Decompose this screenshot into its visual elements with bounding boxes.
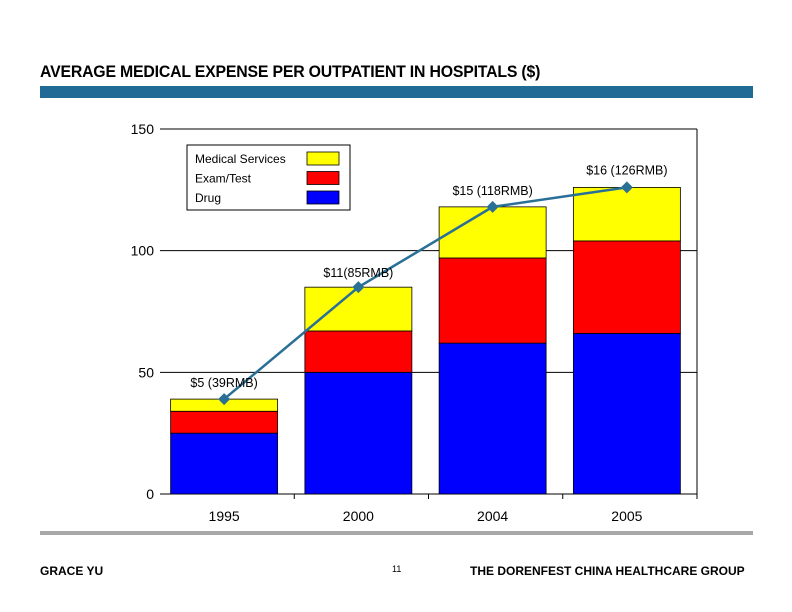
annotation-label-2004: $15 (118RMB) xyxy=(452,184,532,198)
total-line-marker-2000 xyxy=(352,281,365,294)
bar-medical-services-2005 xyxy=(572,186,681,242)
data-labels: $5 (39RMB) $11(85RMB) $15 (118RMB) $16 (126… xyxy=(190,163,667,390)
total-line xyxy=(218,181,633,406)
y-tick-label: 50 xyxy=(138,364,154,380)
bar-exam-test-2000 xyxy=(304,330,413,373)
x-category-label: 2000 xyxy=(343,508,374,524)
annotation-label-1995: $5 (39RMB) xyxy=(190,376,257,390)
bar-medical-services-2000 xyxy=(304,286,413,332)
total-line-marker-1995 xyxy=(218,393,231,406)
legend-label: Medical Services xyxy=(195,152,286,166)
total-line-marker-2005 xyxy=(620,181,633,194)
footer-rule xyxy=(40,531,753,535)
x-category-label: 2004 xyxy=(477,508,508,524)
x-category-label: 1995 xyxy=(209,508,240,524)
legend: Medical Services Exam/Test Drug xyxy=(186,144,351,211)
bar-drug-2004 xyxy=(438,342,547,495)
y-tick-label: 100 xyxy=(131,243,155,259)
company-name: THE DORENFEST CHINA HEALTHCARE GROUP xyxy=(470,564,745,578)
annotation-label-2005: $16 (126RMB) xyxy=(586,163,667,177)
y-tick-label: 0 xyxy=(146,486,154,502)
axes: 0 50 100 150 1995 2000 2004 2005 xyxy=(131,121,698,524)
author-name: GRACE YU xyxy=(40,564,104,578)
page-number: 11 xyxy=(392,564,402,574)
bar-exam-test-1995 xyxy=(170,410,279,434)
bar-exam-test-2005 xyxy=(572,240,681,334)
bar-drug-1995 xyxy=(170,432,279,495)
total-line-marker-2004 xyxy=(486,200,499,213)
annotation-label-2000: $11(85RMB) xyxy=(323,266,393,280)
legend-swatch xyxy=(306,190,340,205)
bar-medical-services-2004 xyxy=(438,206,547,259)
title-rule xyxy=(40,86,753,98)
legend-swatch xyxy=(306,151,340,166)
bars xyxy=(170,186,681,495)
bar-exam-test-2004 xyxy=(438,257,547,344)
slide-title: AVERAGE MEDICAL EXPENSE PER OUTPATIENT I… xyxy=(40,63,541,81)
legend-label: Exam/Test xyxy=(195,172,252,186)
legend-swatch xyxy=(306,171,340,185)
y-tick-label: 150 xyxy=(131,121,155,137)
x-category-label: 2005 xyxy=(611,508,642,524)
bar-drug-2000 xyxy=(304,371,413,495)
legend-label: Drug xyxy=(195,191,221,205)
bar-drug-2005 xyxy=(572,332,681,495)
total-line-path xyxy=(223,186,628,401)
